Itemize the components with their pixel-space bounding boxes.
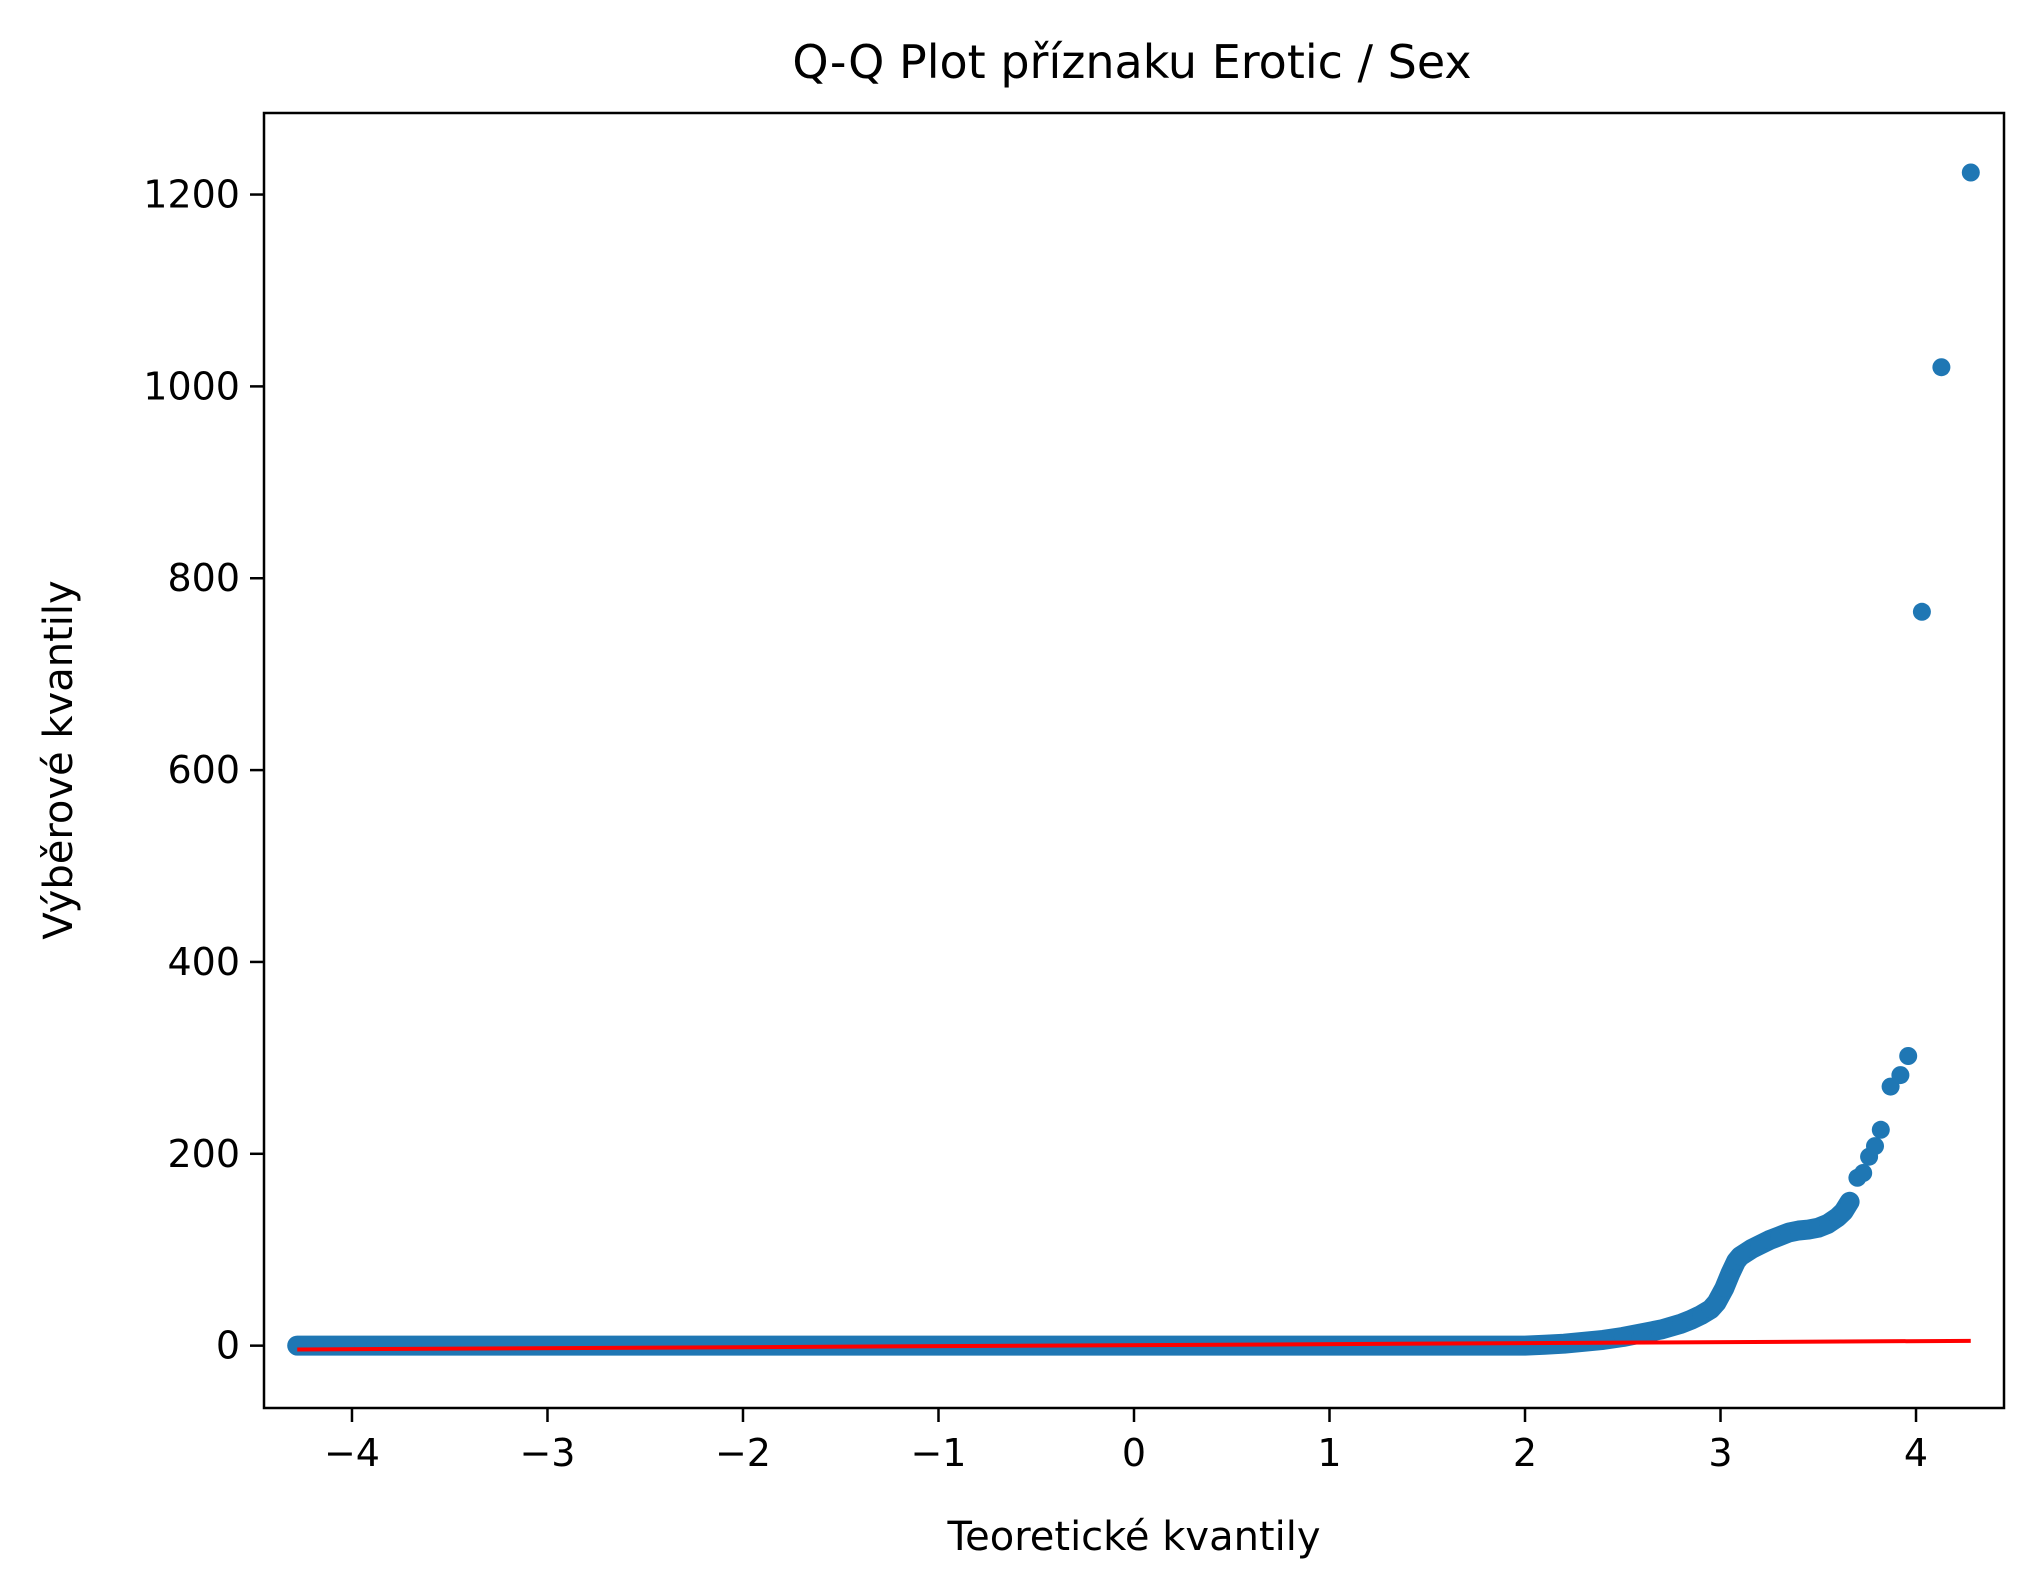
data-point	[1891, 1066, 1910, 1085]
data-point	[1707, 1293, 1726, 1312]
x-tick-label: 1	[1317, 1431, 1341, 1475]
fit-line-layer	[297, 1338, 1971, 1352]
fit-line	[297, 1338, 1971, 1352]
y-tick-label: 1000	[143, 364, 240, 408]
data-point	[1854, 1164, 1873, 1182]
x-tick-label: −3	[519, 1431, 575, 1475]
chart-title: Q-Q Plot příznaku Erotic / Sex	[792, 35, 1471, 89]
y-axis-label: Výběrové kvantily	[36, 580, 82, 939]
data-point	[421, 1336, 440, 1355]
x-tick-label: 2	[1513, 1431, 1537, 1475]
y-axis: 0 200 400 600 800 1000 1200	[143, 173, 264, 1368]
data-point	[288, 1336, 307, 1355]
x-tick-label: −4	[324, 1431, 380, 1475]
data-point	[499, 1336, 518, 1355]
data-point	[460, 1336, 479, 1355]
x-tick-label: 0	[1122, 1431, 1146, 1475]
data-point	[391, 1336, 410, 1355]
data-point	[1932, 358, 1951, 377]
y-tick-label: 400	[167, 940, 240, 984]
x-tick-label: 4	[1904, 1431, 1928, 1475]
data-point	[1899, 1047, 1918, 1065]
data-point	[1961, 163, 1980, 182]
y-tick-label: 800	[167, 556, 240, 600]
data-point	[636, 1336, 655, 1355]
x-axis-label: Teoretické kvantily	[946, 1514, 1320, 1560]
data-point	[538, 1336, 557, 1355]
dense-points-band	[287, 1191, 1860, 1356]
data-point	[1516, 1336, 1534, 1355]
data-point	[1866, 1137, 1884, 1156]
data-point	[323, 1336, 342, 1355]
y-tick-label: 600	[167, 748, 240, 792]
x-tick-label: −2	[715, 1431, 771, 1475]
x-tick-label: −1	[910, 1431, 966, 1475]
y-tick-label: 1200	[143, 173, 240, 217]
data-point	[1912, 602, 1931, 621]
data-point	[1715, 1279, 1734, 1298]
y-tick-label: 200	[167, 1132, 240, 1176]
data-point	[1633, 1324, 1652, 1343]
y-tick-label: 0	[216, 1324, 240, 1368]
data-point	[1871, 1120, 1890, 1139]
x-tick-label: 3	[1708, 1431, 1732, 1475]
data-point	[1594, 1330, 1613, 1349]
plot-area-frame	[262, 111, 2006, 1410]
data-point	[1840, 1192, 1859, 1211]
data-point	[1652, 1320, 1671, 1339]
scatter-points	[287, 163, 1980, 1356]
x-axis: −4 −3 −2 −1 0 1 2 3 4	[324, 1408, 1928, 1475]
